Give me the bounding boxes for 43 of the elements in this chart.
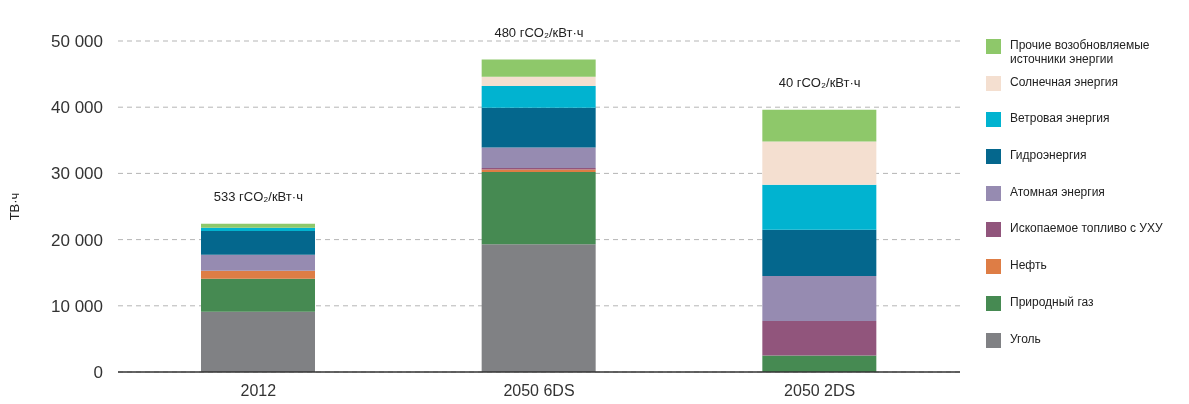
bar xyxy=(481,76,596,87)
bar xyxy=(481,107,596,148)
x-tick-label: 2050 6DS xyxy=(503,382,575,400)
bar xyxy=(481,86,596,108)
x-tick-label: 2050 2DS xyxy=(784,382,856,400)
bar xyxy=(762,229,877,277)
y-tick-label: 30 000 xyxy=(51,164,103,184)
y-tick-label: 50 000 xyxy=(51,32,103,52)
bar xyxy=(481,59,596,77)
legend-label: Гидроэнергия xyxy=(1010,148,1088,163)
bar xyxy=(762,355,877,372)
bar xyxy=(762,109,877,142)
legend-label: Ветровая энергия xyxy=(1010,111,1111,126)
bar xyxy=(762,141,877,185)
bar xyxy=(201,270,315,279)
legend-label: Солнечная энергия xyxy=(1010,74,1120,89)
y-tick-label: 0 xyxy=(93,363,103,383)
y-axis-title: ТВ·ч xyxy=(6,192,22,221)
bar xyxy=(201,254,315,271)
legend-label: Нефть xyxy=(1010,258,1048,273)
legend-label: Атомная энергия xyxy=(1010,184,1106,199)
legend-label: Ископаемое топливо с УХУ xyxy=(1010,221,1164,236)
y-tick-label: 10 000 xyxy=(51,296,103,316)
y-tick-label: 20 000 xyxy=(51,230,103,250)
annotation: 40 гCO₂/кВт·ч xyxy=(777,74,862,91)
bar xyxy=(481,147,596,169)
legend-label: Уголь xyxy=(1010,331,1042,346)
bar xyxy=(201,223,315,228)
bar xyxy=(481,172,596,245)
bar xyxy=(762,321,877,356)
bar xyxy=(201,311,315,372)
annotation: 533 гCO₂/кВт·ч xyxy=(212,188,304,205)
bar xyxy=(481,244,596,372)
x-tick-label: 2012 xyxy=(240,382,277,400)
bar xyxy=(762,276,877,322)
legend-label: Природный газ xyxy=(1010,294,1095,309)
bar xyxy=(201,227,315,231)
bar xyxy=(201,278,315,312)
y-tick-label: 40 000 xyxy=(51,98,103,118)
legend-label: Прочие возобновляемые источники энергии xyxy=(1010,38,1151,66)
bar xyxy=(762,184,877,230)
bar xyxy=(201,230,315,255)
text: 480 гCO₂/кВт·ч xyxy=(493,24,585,41)
